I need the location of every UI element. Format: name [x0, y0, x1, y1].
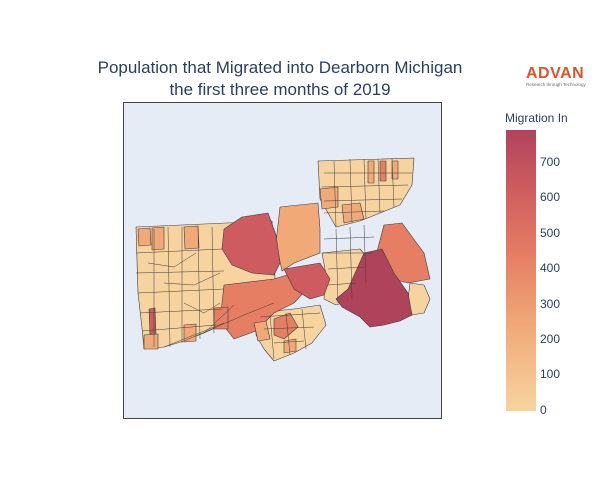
colorbar-tick-300: 300 — [540, 297, 561, 311]
colorbar-tick-400: 400 — [540, 261, 561, 275]
west-tract-e — [183, 323, 197, 343]
south-central-tract — [273, 312, 299, 340]
colorbar-tick-500: 500 — [540, 226, 561, 240]
map-title: Population that Migrated into Dearborn M… — [40, 57, 520, 101]
central-tract — [283, 262, 331, 300]
colorbar-tick-600: 600 — [540, 190, 561, 204]
north-tract-b — [341, 202, 365, 224]
brand-tagline: Research through Technology — [526, 82, 586, 87]
colorbar-gradient — [506, 130, 536, 411]
south-tract-a — [253, 320, 271, 342]
map-canvas[interactable] — [124, 103, 442, 419]
map-title-line-1: Population that Migrated into Dearborn M… — [97, 58, 463, 77]
colorbar-tick-100: 100 — [540, 367, 561, 381]
west-tract-c — [183, 225, 200, 250]
west-tract-f — [143, 333, 159, 350]
north-tract-c — [367, 160, 375, 184]
west-tract-b — [151, 226, 165, 251]
west-tract-d — [213, 306, 229, 330]
north-west-tract — [275, 202, 321, 272]
brand-name: ADVAN — [526, 65, 585, 82]
choropleth-map[interactable] — [123, 102, 442, 419]
colorbar-tick-0: 0 — [540, 403, 547, 417]
north-central-tract — [221, 212, 281, 276]
north-tract-a — [319, 186, 339, 210]
map-title-line-2: the first three months of 2019 — [169, 80, 391, 99]
north-tract-d — [379, 160, 387, 182]
southeast-tract — [335, 248, 413, 328]
west-tract-a — [137, 227, 152, 247]
advan-logo: ADVAN Research through Technology — [526, 66, 596, 88]
south-tract-b — [283, 338, 297, 354]
colorbar-tick-700: 700 — [540, 155, 561, 169]
colorbar-tick-200: 200 — [540, 332, 561, 346]
colorbar-title: Migration In — [505, 111, 568, 125]
